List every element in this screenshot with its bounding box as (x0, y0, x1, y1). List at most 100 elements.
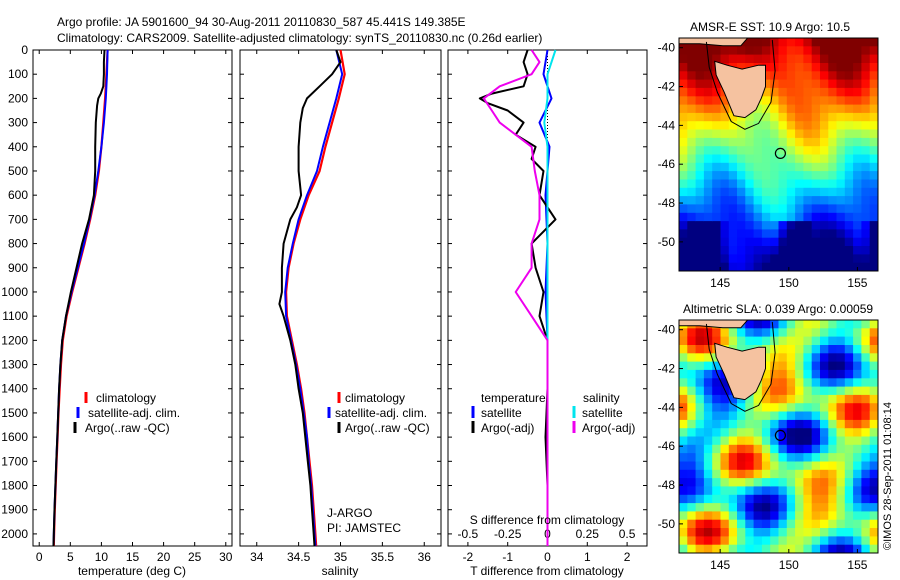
map-cell (679, 162, 688, 172)
map-cell (679, 112, 688, 122)
map-cell (853, 46, 862, 56)
map-cell (844, 419, 854, 429)
map-cell (695, 262, 705, 271)
map-cell (828, 444, 838, 454)
map-cell (795, 46, 804, 56)
map-cell (728, 428, 738, 438)
map-cell (811, 361, 821, 371)
map-cell (778, 503, 788, 512)
map-cell (828, 469, 838, 479)
map-cell (770, 436, 780, 446)
map-cell (828, 137, 838, 147)
map-cell (853, 328, 862, 338)
map-cell (728, 478, 738, 487)
map-cell (811, 87, 821, 97)
map-cell (770, 254, 780, 264)
map-cell (795, 378, 804, 388)
map-cell (753, 262, 763, 271)
map-cell (745, 528, 755, 537)
map-cell (778, 511, 788, 521)
map-cell (745, 246, 755, 255)
map-cell (844, 129, 854, 139)
map-cell (836, 162, 846, 172)
map-cell (761, 544, 771, 553)
sla-map-axes: 145 150 155 -40 -42 -44 -46 -48 -50 (658, 323, 868, 572)
map-cell (753, 154, 763, 164)
map-cell (712, 237, 722, 247)
map-cell (687, 378, 697, 388)
map-cell (778, 196, 788, 205)
map-cell (844, 212, 854, 222)
map-cell (861, 345, 871, 354)
map-cell (844, 394, 854, 404)
map-cell (761, 38, 771, 47)
map-cell (786, 237, 796, 247)
map-cell (712, 494, 722, 504)
map-cell (745, 221, 755, 230)
map-cell (844, 386, 854, 396)
map-cell (853, 486, 862, 496)
map-cell (828, 71, 838, 81)
map-cell (803, 403, 813, 413)
map-cell (836, 63, 846, 72)
map-cell (803, 229, 813, 239)
map-cell (844, 179, 854, 189)
map-cell (844, 320, 854, 329)
map-cell (687, 536, 697, 546)
map-cell (795, 104, 804, 114)
map-cell (861, 229, 871, 239)
map-cell (861, 137, 871, 147)
map-cell (803, 221, 813, 230)
map-cell (820, 519, 829, 529)
map-cell (712, 378, 722, 388)
map-cell (695, 394, 705, 404)
map-cell (703, 386, 713, 396)
map-cell (728, 171, 738, 180)
map-cell (778, 486, 788, 496)
map-cell (712, 544, 722, 553)
copyright-stamp: ©IMOS 28-Sep-2011 01:08:14 (882, 402, 894, 550)
map-cell (853, 353, 862, 363)
map-cell (720, 453, 730, 462)
map-cell (712, 453, 722, 462)
map-cell (828, 146, 838, 156)
map-cell (820, 378, 829, 388)
lat-tick-label: -40 (658, 323, 676, 337)
map-cell (770, 411, 780, 421)
map-cell (811, 428, 821, 438)
map-cell (761, 444, 771, 454)
map-cell (786, 54, 796, 64)
series-line-climatology (52, 49, 109, 547)
map-cell (737, 461, 746, 471)
map-cell (720, 246, 730, 255)
map-cell (687, 262, 697, 271)
map-cell (828, 121, 838, 131)
map-cell (836, 494, 846, 504)
map-cell (820, 444, 829, 454)
map-cell (786, 519, 796, 529)
map-cell (703, 171, 713, 180)
map-cell (861, 428, 871, 438)
map-cell (853, 87, 862, 97)
map-cell (720, 187, 730, 197)
map-cell (770, 536, 780, 546)
map-cell (679, 503, 688, 512)
map-cell (712, 79, 722, 89)
map-cell (861, 54, 871, 64)
map-cell (770, 137, 780, 147)
map-cell (861, 46, 871, 56)
map-cell (703, 79, 713, 89)
map-cell (820, 353, 829, 363)
map-cell (869, 229, 878, 239)
map-cell (778, 436, 788, 446)
map-cell (679, 478, 688, 487)
map-cell (761, 494, 771, 504)
map-cell (720, 146, 730, 156)
map-cell (679, 254, 688, 264)
map-cell (811, 369, 821, 379)
map-cell (869, 162, 878, 172)
map-cell (795, 54, 804, 64)
map-cell (786, 320, 796, 329)
map-cell (828, 353, 838, 363)
map-cell (778, 419, 788, 429)
